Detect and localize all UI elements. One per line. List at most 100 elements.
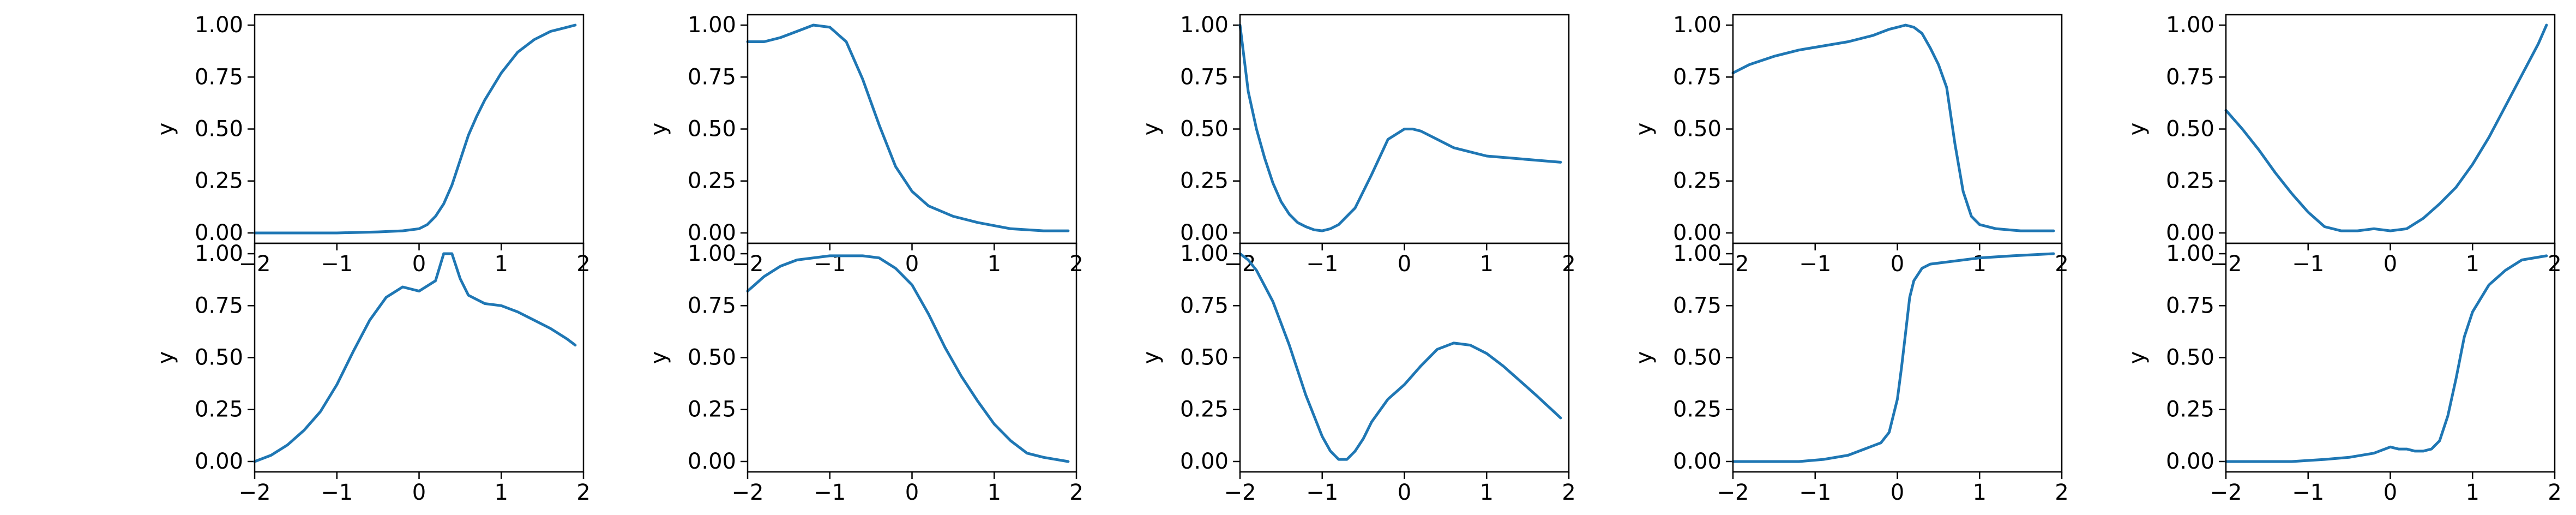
x-tick-label: 1 [495, 480, 508, 505]
y-tick-label: 0.50 [2166, 117, 2214, 142]
x-tick-label: 0 [2384, 480, 2397, 505]
y-tick-label: 0.25 [1180, 169, 1229, 194]
subplot-r0-c4: 0.000.250.500.751.00−2 −1 0 1 2y [2124, 13, 2562, 277]
y-axis-label: y [1139, 123, 1164, 136]
x-tick-label: −1 [814, 480, 846, 505]
x-tick-label: −1 [321, 480, 353, 505]
axes-frame [1239, 242, 1570, 473]
x-tick-label: 1 [495, 251, 508, 277]
series-line [2224, 23, 2548, 232]
series-line [746, 254, 1070, 463]
y-tick-label: 0.00 [688, 449, 736, 474]
axes-frame [1732, 242, 2063, 473]
series-line [1731, 23, 2055, 232]
y-tick-label: 0.25 [2166, 397, 2214, 422]
x-tick-label: 0 [1398, 251, 1411, 277]
subplot-r0-c2: 0.000.250.500.751.00−2 −1 0 1 2y [1139, 13, 1576, 277]
x-tick-label: −1 [1306, 480, 1338, 505]
y-axis-label: y [646, 351, 671, 364]
y-tick-label: 0.25 [1673, 169, 1722, 194]
y-tick-label: 1.00 [1673, 241, 1722, 266]
x-tick-label: −1 [2292, 480, 2324, 505]
y-tick-label: 0.75 [1180, 293, 1229, 318]
x-tick-label: 2 [2548, 480, 2561, 505]
x-tick-label: −1 [2292, 251, 2324, 277]
y-tick-label: 0.25 [1673, 397, 1722, 422]
x-tick-label: 0 [412, 251, 426, 277]
y-axis-label: y [1632, 123, 1657, 136]
subplot-r1-c3: 0.00 0.25 0.50 0.75 1.00 −2 −1 0 1 2 y [1632, 241, 2069, 505]
x-tick-label: 1 [2466, 251, 2479, 277]
x-tick-label: 2 [2055, 480, 2068, 505]
series-line [746, 23, 1070, 232]
y-tick-label: 0.25 [195, 169, 243, 194]
y-axis-label: y [153, 123, 178, 136]
y-tick-label: 1.00 [688, 241, 736, 266]
axes-frame [254, 242, 585, 473]
subplot-r0-c1: 0.000.250.500.751.00−2 −1 0 1 2y [646, 13, 1084, 277]
x-tick-label: 0 [905, 480, 919, 505]
y-tick-label: 0.75 [1180, 64, 1229, 89]
subplot-r0-c0: 0.000.250.500.751.00−2 −1 0 1 2y [153, 13, 591, 277]
x-tick-label: 1 [988, 480, 1001, 505]
x-tick-label: 2 [1562, 480, 1575, 505]
subplot-r1-c0: 0.00 0.25 0.50 0.75 1.00 −2 −1 0 1 2 y [153, 241, 591, 505]
y-tick-label: 1.00 [1180, 241, 1229, 266]
y-tick-label: 1.00 [2166, 241, 2214, 266]
y-tick-label: 0.50 [688, 117, 736, 142]
x-tick-label: −2 [1717, 480, 1749, 505]
y-tick-label: 0.50 [688, 345, 736, 370]
y-tick-label: 0.75 [688, 293, 736, 318]
x-tick-label: −2 [1224, 480, 1256, 505]
series-line [253, 252, 577, 463]
y-tick-label: 1.00 [688, 13, 736, 38]
x-tick-label: 0 [2384, 251, 2397, 277]
y-tick-label: 0.00 [1180, 449, 1229, 474]
y-tick-label: 0.75 [2166, 293, 2214, 318]
y-tick-label: 0.50 [195, 345, 243, 370]
subplot-r0-c3: 0.000.250.500.751.00−2 −1 0 1 2y [1632, 13, 2069, 277]
y-axis-label: y [2124, 351, 2150, 364]
axes-frame [254, 14, 585, 244]
y-tick-label: 0.00 [2166, 220, 2214, 245]
y-tick-label: 0.00 [1180, 220, 1229, 245]
y-tick-label: 0.25 [195, 397, 243, 422]
x-tick-label: 1 [2466, 480, 2479, 505]
y-tick-label: 1.00 [2166, 13, 2214, 38]
y-tick-label: 0.00 [2166, 449, 2214, 474]
y-axis-label: y [153, 351, 178, 364]
y-axis-label: y [1139, 351, 1164, 364]
y-tick-label: 0.75 [195, 293, 243, 318]
x-tick-label: 2 [576, 480, 590, 505]
y-axis-label: y [2124, 123, 2150, 136]
y-axis-label: y [1632, 351, 1657, 364]
x-tick-label: 1 [1973, 480, 1987, 505]
y-tick-label: 0.50 [195, 117, 243, 142]
series-line [1731, 252, 2055, 463]
x-tick-label: 1 [1973, 251, 1987, 277]
series-line [1238, 23, 1562, 232]
y-tick-label: 1.00 [1673, 13, 1722, 38]
x-tick-label: 2 [1069, 480, 1083, 505]
subplot-r1-c1: 0.00 0.25 0.50 0.75 1.00 −2 −1 0 1 2 y [646, 241, 1084, 505]
series-line [2224, 254, 2548, 463]
y-tick-label: 0.50 [1673, 117, 1722, 142]
x-tick-label: 1 [1480, 251, 1494, 277]
x-tick-label: 0 [1891, 251, 1904, 277]
y-tick-label: 0.50 [1180, 345, 1229, 370]
y-tick-label: 0.25 [1180, 397, 1229, 422]
x-tick-label: −2 [732, 480, 764, 505]
y-tick-label: 0.00 [1673, 449, 1722, 474]
x-tick-label: −1 [1799, 480, 1831, 505]
y-tick-label: 0.75 [1673, 293, 1722, 318]
axes-frame [747, 242, 1078, 473]
x-tick-label: −2 [2210, 480, 2242, 505]
y-tick-label: 0.25 [688, 169, 736, 194]
axes-frame [747, 14, 1078, 244]
y-tick-label: 0.75 [195, 64, 243, 89]
y-tick-label: 1.00 [1180, 13, 1229, 38]
series-line [1238, 252, 1562, 461]
axes-frame [2225, 242, 2556, 473]
y-tick-label: 0.25 [2166, 169, 2214, 194]
